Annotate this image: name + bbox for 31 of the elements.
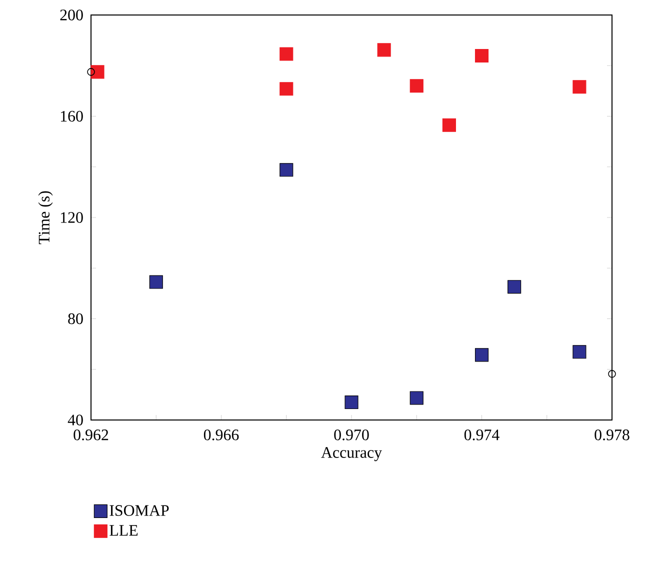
y-tick-label: 120 [60, 212, 83, 223]
point [572, 345, 586, 359]
legend-label: ISOMAP [110, 505, 169, 516]
point [410, 391, 424, 405]
point [410, 79, 424, 93]
y-tick-label: 80 [68, 313, 83, 324]
point [608, 370, 616, 378]
x-axis-title: Accuracy [321, 447, 382, 462]
point [377, 43, 391, 57]
point [442, 118, 456, 132]
point [280, 47, 294, 61]
point [90, 65, 104, 79]
x-tick-label: 0.970 [334, 430, 369, 440]
point [474, 48, 489, 63]
y-tick-label: 40 [68, 414, 83, 426]
y-axis-title: Time (s) [38, 191, 53, 244]
x-tick-label: 0.978 [594, 430, 630, 440]
y-tick-label: 160 [60, 110, 83, 122]
x-tick-label: 0.962 [74, 430, 108, 440]
point [280, 82, 294, 96]
point [149, 275, 163, 289]
point [344, 395, 358, 410]
point [87, 68, 95, 76]
point [572, 80, 586, 94]
point [474, 348, 489, 362]
legend-label: LLE [110, 525, 138, 536]
point [508, 280, 522, 294]
x-tick-label: 0.974 [464, 430, 500, 440]
y-tick-label: 200 [60, 10, 83, 20]
x-tick-label: 0.966 [204, 430, 239, 440]
point [280, 163, 294, 177]
